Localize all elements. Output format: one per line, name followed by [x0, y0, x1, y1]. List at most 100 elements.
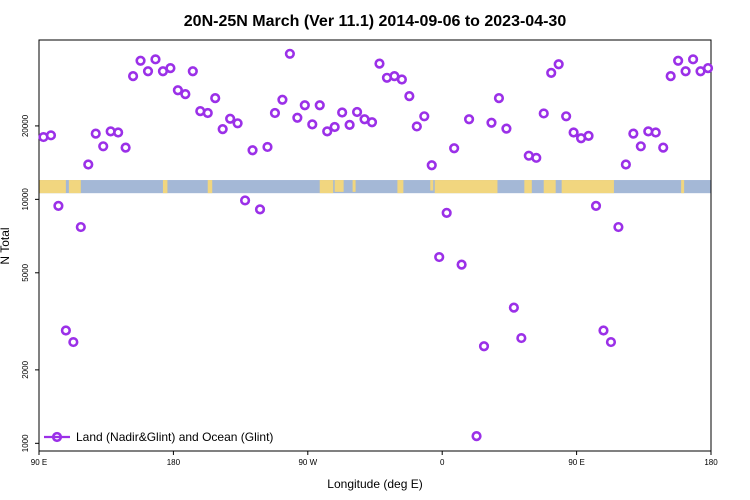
data-point — [120, 142, 131, 153]
data-point — [486, 117, 497, 128]
data-point — [665, 71, 676, 82]
data-point — [568, 127, 579, 138]
legend-marker — [51, 431, 63, 443]
x-axis-label: Longitude (deg E) — [327, 477, 422, 491]
data-point — [650, 127, 661, 138]
data-point — [351, 106, 363, 118]
data-point — [605, 336, 617, 348]
data-point — [113, 127, 124, 138]
data-point — [374, 58, 385, 69]
land-segment — [561, 180, 614, 194]
land-segment — [543, 180, 556, 194]
data-point — [142, 66, 154, 77]
x-tick-label: 90 E — [31, 458, 47, 467]
data-point — [180, 89, 191, 100]
data-point — [583, 130, 594, 142]
data-point — [366, 117, 378, 128]
y-tick-label: 2000 — [21, 360, 30, 378]
y-tick-label: 10000 — [21, 188, 30, 211]
land-segment — [39, 180, 66, 194]
data-point — [322, 126, 333, 137]
data-point — [613, 221, 624, 233]
data-point — [598, 325, 609, 336]
map-strip — [39, 180, 711, 194]
data-point — [232, 118, 243, 129]
data-point — [628, 128, 639, 139]
data-point — [434, 251, 445, 263]
data-point — [299, 100, 310, 111]
data-point — [680, 66, 691, 77]
x-axis: 90 E 180 90 W 0 90 E 180 — [31, 451, 718, 467]
data-point — [239, 195, 251, 206]
data-point — [172, 85, 183, 96]
data-point — [247, 145, 258, 156]
land-segment — [162, 180, 168, 194]
data-point — [658, 142, 669, 153]
data-point — [262, 141, 273, 153]
y-tick-label: 1000 — [21, 434, 30, 452]
data-point — [127, 71, 139, 82]
x-tick-label: 90 E — [568, 458, 584, 467]
data-point — [210, 93, 221, 104]
data-point — [493, 93, 505, 104]
land-segment — [207, 180, 213, 194]
data-point — [508, 302, 519, 313]
data-point — [620, 159, 631, 170]
data-point — [404, 91, 415, 102]
x-tick-label: 180 — [167, 458, 181, 467]
data-point — [344, 119, 355, 130]
data-point — [687, 54, 699, 65]
data-point — [45, 130, 57, 141]
data-point — [635, 141, 646, 152]
chart-title: 20N-25N March (Ver 11.1) 2014-09-06 to 2… — [184, 13, 567, 30]
data-point — [561, 111, 572, 122]
data-point — [538, 108, 549, 119]
data-point — [456, 259, 467, 270]
data-point — [449, 143, 460, 154]
data-point — [419, 111, 430, 122]
x-tick-label: 0 — [440, 458, 445, 467]
data-point — [68, 336, 79, 348]
data-point — [284, 48, 295, 59]
data-point — [478, 341, 490, 352]
data-point — [411, 121, 422, 132]
data-point — [314, 100, 325, 111]
land-segment — [319, 180, 334, 194]
data-point — [83, 159, 94, 170]
data-point — [277, 94, 288, 105]
ocean-band — [39, 180, 711, 194]
data-point — [501, 123, 512, 134]
data-point — [463, 114, 475, 125]
x-tick-label: 90 W — [298, 458, 317, 467]
y-axis: 1000 2000 5000 10000 20000 — [21, 114, 39, 452]
data-point — [307, 119, 318, 130]
land-segment — [434, 180, 498, 194]
data-point — [531, 152, 542, 163]
data-point — [396, 74, 407, 85]
land-segment — [681, 180, 685, 194]
data-point — [165, 63, 176, 74]
plot-frame — [38, 39, 712, 452]
data-point — [75, 221, 86, 233]
data-point — [225, 113, 236, 124]
data-point — [546, 67, 557, 78]
legend-label: Land (Nadir&Glint) and Ocean (Glint) — [76, 430, 273, 444]
data-point — [702, 63, 714, 74]
data-point — [202, 107, 213, 119]
land-segment — [430, 180, 434, 191]
land-segment — [334, 180, 344, 192]
data-point — [90, 128, 101, 139]
data-point — [673, 55, 684, 66]
data-point — [60, 325, 71, 336]
data-point — [292, 112, 303, 123]
y-axis-label: N Total — [0, 227, 12, 264]
data-point — [590, 200, 602, 212]
data-point — [135, 55, 146, 66]
data-point — [53, 200, 64, 212]
data-point — [187, 66, 198, 77]
land-segment — [397, 180, 404, 194]
data-point — [254, 204, 266, 215]
data-point — [553, 59, 564, 70]
data-point — [269, 107, 281, 119]
